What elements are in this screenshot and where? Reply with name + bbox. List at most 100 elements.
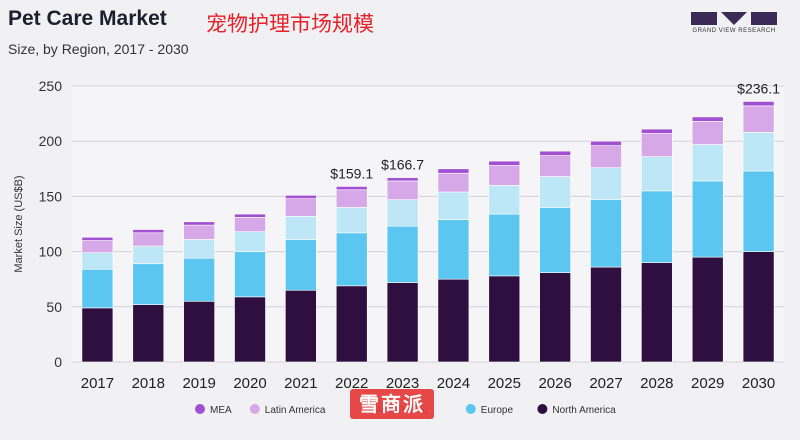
y-tick-label: 150 [39, 188, 63, 204]
bar-segment [590, 167, 622, 201]
x-tick-label: 2023 [386, 375, 419, 392]
bar-segment [132, 304, 165, 363]
bar-segment [539, 272, 571, 363]
bar-segment [691, 116, 724, 122]
watermark-stamp: 雪商派 [350, 389, 434, 419]
bar-segment [335, 232, 368, 287]
bar-segment [437, 219, 470, 280]
bar-segment [641, 133, 673, 157]
data-label: $159.1 [330, 165, 373, 181]
bar-segment [488, 160, 521, 166]
bar-segment [437, 278, 470, 363]
bar-segment [488, 275, 521, 363]
bar-segment [81, 252, 114, 270]
x-tick-label: 2026 [538, 375, 571, 392]
y-tick-label: 250 [39, 78, 63, 94]
bar-segment [641, 262, 673, 363]
y-axis-label: Market Size (US$B) [13, 175, 25, 272]
bar-segment [234, 217, 266, 233]
bar-segment [132, 245, 165, 265]
bar-segment [81, 307, 114, 363]
chart-title: Pet Care Market [8, 7, 167, 30]
bar-segment [285, 215, 317, 240]
bar-segment [742, 251, 775, 363]
x-tick-label: 2019 [182, 375, 215, 392]
bar-segment [590, 145, 622, 168]
bar-segment [488, 213, 521, 277]
bar-segment [691, 121, 724, 145]
x-tick-label: 2021 [284, 375, 317, 392]
bar-segment [641, 190, 673, 263]
bar-segment [488, 165, 521, 186]
data-label: $166.7 [381, 157, 424, 173]
bar-segment [437, 168, 470, 174]
bar-segment [132, 229, 165, 234]
bar-segment [335, 207, 368, 234]
x-tick-label: 2028 [640, 375, 673, 392]
bar-segment [386, 180, 419, 201]
legend-label: Europe [481, 405, 514, 416]
bar-segment [132, 263, 165, 305]
bar-segment [81, 236, 114, 241]
bar-segment [641, 128, 673, 134]
bar-segment [81, 240, 114, 254]
x-tick-label: 2030 [742, 375, 775, 392]
bar-segment [285, 194, 317, 199]
x-tick-label: 2027 [589, 375, 622, 392]
x-tick-label: 2029 [691, 375, 724, 392]
bar-segment [691, 144, 724, 182]
grand-view-research-logo: GRAND VIEW RESEARCH [688, 12, 780, 42]
bar-segment [183, 300, 215, 363]
bar-segment [691, 180, 724, 258]
legend-swatch [465, 404, 476, 414]
bar-segment [742, 170, 775, 252]
bar-segment [183, 257, 215, 302]
bar-segment [742, 132, 775, 172]
bar-segment [132, 232, 165, 247]
bar-segment [285, 198, 317, 217]
x-tick-label: 2022 [335, 375, 368, 392]
bar-segment [742, 101, 775, 107]
bar-segment [590, 266, 622, 363]
bar-segment [81, 268, 114, 309]
bar-segment [234, 251, 266, 298]
bar-segment [234, 231, 266, 252]
bar-segment [590, 140, 622, 146]
legend-label: Latin America [265, 405, 326, 416]
bar-segment [488, 185, 521, 215]
bar-segment [590, 199, 622, 268]
legend-swatch [249, 404, 260, 414]
bar-segment [183, 239, 215, 259]
bar-segment [234, 296, 266, 363]
legend-swatch [195, 404, 205, 414]
chinese-title: 宠物护理市场规模 [206, 12, 374, 36]
y-tick-label: 0 [54, 354, 62, 370]
x-tick-label: 2017 [81, 375, 114, 392]
plot-area [72, 86, 784, 362]
logo-text: GRAND VIEW RESEARCH [692, 28, 776, 34]
bar-segment [437, 172, 470, 193]
bar-segment [437, 191, 470, 220]
y-tick-label: 100 [39, 244, 63, 260]
bar-segment [539, 155, 571, 177]
bar-segment [742, 105, 775, 133]
bar-segment [539, 207, 571, 273]
bar-segment [641, 156, 673, 192]
bar-segment [285, 239, 317, 291]
bar-segment [386, 177, 419, 182]
y-tick-label: 50 [46, 299, 62, 315]
bar-segment [691, 256, 724, 363]
data-label: $236.1 [737, 80, 780, 96]
chart-subtitle: Size, by Region, 2017 - 2030 [8, 41, 189, 57]
bar-segment [386, 282, 419, 363]
logo-mark-icon [751, 12, 777, 25]
bar-segment [183, 224, 215, 240]
bar-segment [386, 199, 419, 227]
legend-label: North America [552, 405, 616, 416]
bar-segment [539, 150, 571, 156]
y-tick-label: 200 [39, 133, 63, 149]
bar-segment [234, 213, 266, 218]
x-tick-label: 2018 [132, 375, 165, 392]
bar-segment [335, 189, 368, 208]
